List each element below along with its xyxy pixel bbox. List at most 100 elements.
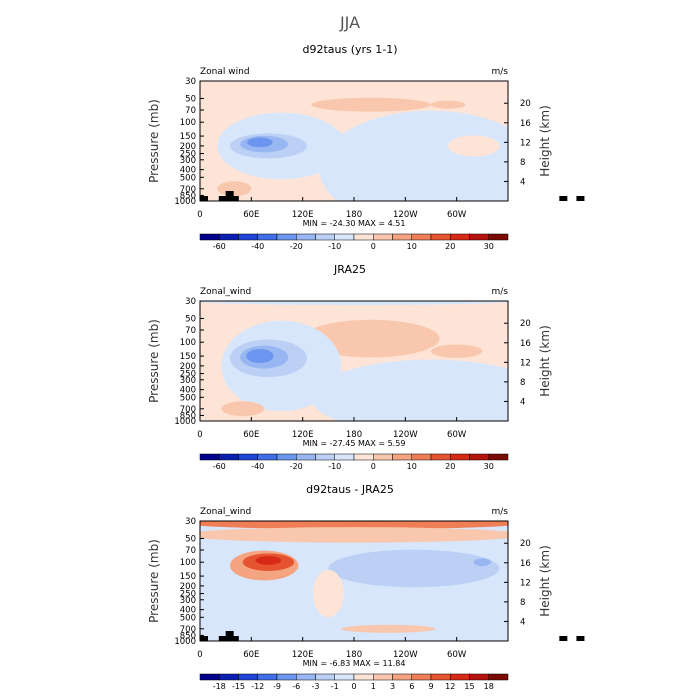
ytick-right-label: 4 — [520, 397, 525, 407]
colorbar-box — [257, 673, 278, 681]
contour-region — [200, 527, 508, 543]
colorbar-box — [257, 233, 278, 241]
colorbar-label: -60 — [213, 462, 226, 471]
xtick-label: 120E — [292, 650, 314, 660]
ylabel-left: Pressure (mb) — [147, 319, 161, 403]
colorbar-box — [238, 233, 258, 241]
colorbar-box — [411, 453, 432, 461]
colorbar-label: 30 — [484, 242, 494, 251]
ylabel-right: Height (km) — [538, 545, 552, 616]
xtick-label: 0 — [197, 650, 202, 660]
panel-title: d92taus - JRA25 — [306, 483, 394, 496]
contour-region — [341, 624, 436, 633]
ytick-label: 200 — [180, 582, 196, 592]
units-label: m/s — [492, 67, 509, 77]
colorbar-label: -10 — [328, 462, 341, 471]
colorbar-label: 0 — [351, 682, 356, 691]
colorbar-label: 15 — [464, 682, 474, 691]
colorbar-label: 9 — [428, 682, 433, 691]
ytick-label: 700 — [180, 405, 196, 415]
contour-region — [448, 135, 500, 157]
contour-region — [302, 319, 440, 358]
min-max-stats: MIN = -6.83 MAX = 11.84 — [303, 659, 406, 668]
contour-field — [200, 81, 508, 201]
contour-region — [319, 110, 508, 201]
ytick-label: 50 — [185, 94, 196, 104]
ytick-label: 1000 — [174, 637, 196, 647]
colorbar-box — [450, 233, 470, 241]
ytick-right-label: 12 — [520, 358, 531, 368]
contour-region — [246, 349, 274, 364]
colorbar-label: -15 — [232, 682, 245, 691]
ytick-right-label: 16 — [520, 559, 531, 569]
ytick-right-label: 8 — [520, 598, 525, 608]
panel-title: d92taus (yrs 1-1) — [302, 43, 397, 56]
colorbar-box — [296, 453, 316, 461]
xtick-label: 0 — [197, 430, 202, 440]
colorbar-box — [488, 453, 509, 461]
colorbar-box — [392, 453, 412, 461]
ytick-label: 100 — [180, 118, 196, 128]
ytick-right-label: 20 — [520, 539, 531, 549]
ytick-right-label: 8 — [520, 158, 525, 168]
variable-label: Zonal_wind — [200, 507, 251, 517]
xtick-label: 180 — [346, 430, 362, 440]
colorbar-box — [199, 233, 220, 241]
colorbar-box — [392, 233, 412, 241]
xtick-label: 120E — [292, 430, 314, 440]
ytick-label: 30 — [185, 77, 196, 87]
contour-region — [221, 401, 265, 417]
topography-bar — [576, 196, 585, 201]
xtick-label: 120W — [393, 210, 418, 220]
colorbar-box — [296, 233, 316, 241]
ytick-right-label: 12 — [520, 578, 531, 588]
ytick-label: 30 — [185, 297, 196, 307]
ytick-right-label: 8 — [520, 378, 525, 388]
ytick-label: 500 — [180, 613, 196, 623]
colorbar-box — [315, 673, 335, 681]
colorbar-box — [334, 453, 355, 461]
xtick-label: 180 — [346, 650, 362, 660]
ylabel-right: Height (km) — [538, 105, 552, 176]
colorbar-box — [276, 673, 297, 681]
colorbar-label: -1 — [331, 682, 339, 691]
colorbar-box — [334, 233, 355, 241]
colorbar-label: 6 — [409, 682, 414, 691]
ytick-label: 300 — [180, 376, 196, 386]
ytick-right-label: 20 — [520, 99, 531, 109]
colorbar-label: -40 — [251, 242, 264, 251]
colorbar-box — [276, 453, 297, 461]
contour-region — [217, 181, 252, 197]
ytick-label: 250 — [180, 590, 196, 600]
colorbar-label: 3 — [390, 682, 395, 691]
colorbar-box — [411, 673, 432, 681]
colorbar-box — [488, 673, 509, 681]
colorbar-label: 30 — [484, 462, 494, 471]
colorbar-box — [469, 233, 489, 241]
colorbar-label: 20 — [445, 242, 455, 251]
xtick-label: 60W — [447, 210, 467, 220]
contour-region — [328, 549, 500, 588]
ytick-label: 500 — [180, 393, 196, 403]
variable-label: Zonal_wind — [200, 287, 251, 297]
colorbar-label: -12 — [251, 682, 264, 691]
contour-region — [431, 100, 466, 109]
contour-region — [200, 301, 508, 305]
colorbar-box — [276, 233, 297, 241]
colorbar-box — [199, 673, 220, 681]
ylabel-left: Pressure (mb) — [147, 539, 161, 623]
colorbar-box — [238, 673, 258, 681]
units-label: m/s — [492, 287, 509, 297]
colorbar-label: 1 — [371, 682, 376, 691]
colorbar-box — [430, 453, 451, 461]
ytick-label: 500 — [180, 173, 196, 183]
colorbar-label: 0 — [371, 462, 376, 471]
ytick-label: 70 — [185, 106, 196, 116]
colorbar-box — [219, 673, 239, 681]
ytick-label: 1000 — [174, 417, 196, 427]
xtick-label: 120W — [393, 650, 418, 660]
colorbar-label: 20 — [445, 462, 455, 471]
ytick-label: 50 — [185, 534, 196, 544]
